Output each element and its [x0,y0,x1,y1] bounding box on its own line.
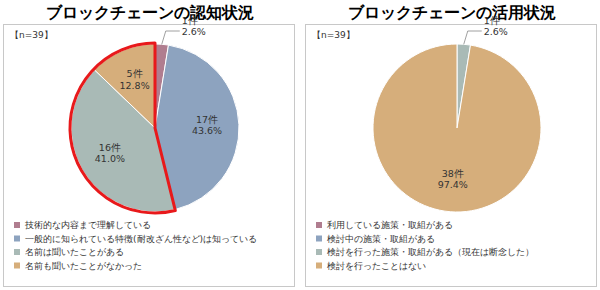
legend-swatch [316,222,322,228]
data-label: 5件12.8% [119,68,149,90]
legend-label: 検討中の施策・取組がある [327,234,435,244]
data-label: 1件2.6% [484,15,508,37]
data-label: 16件41.0% [95,142,125,164]
data-label-count: 5件 [127,68,143,79]
legend-label: 技術的な内容まで理解している [24,220,151,230]
pie: 1件2.6% 17件43.6% 16件41.0% 5件12.8% [70,15,239,213]
legend-label: 名前も聞いたことがなかった [25,261,142,271]
data-label-count: 38件 [442,168,464,179]
legend-item: 利用している施策・取組がある [316,220,453,230]
pie-slice [94,44,155,128]
legend-label: 利用している施策・取組がある [327,220,453,230]
legend-swatch [14,236,20,242]
chart-panel: ブロックチェーンの活用状況【n=39】 1件2.6% 38件97.4% 利用している施… [306,3,597,287]
legend-swatch [316,249,322,255]
legend-swatch [316,263,322,269]
data-label: 38件97.4% [438,168,468,190]
data-label-count: 16件 [99,142,121,153]
leader-line [464,31,482,44]
pie-slice [373,44,541,212]
legend-label: 検討を行ったことはない [327,261,426,271]
legend-swatch [14,263,20,269]
data-label-percent: 43.6% [192,125,222,136]
annotation: 【n=39】 [312,30,355,40]
legend-item: 技術的な内容まで理解している [14,220,151,230]
data-label-count: 17件 [196,114,218,125]
legend: 利用している施策・取組がある検討中の施策・取組がある検討を行った施策・取組がある… [316,220,534,271]
data-label-percent: 97.4% [438,179,468,190]
legend-label: 一般的に知られている特徴(耐改ざん性など)は知っている [25,234,257,244]
legend-item: 一般的に知られている特徴(耐改ざん性など)は知っている [14,234,257,244]
chart-panel: ブロックチェーンの認知状況【n=39】 1件2.6% 17件43.6% 16件41.0… [4,3,295,287]
data-label-percent: 41.0% [95,153,125,164]
legend-swatch [14,222,20,228]
legend-label: 検討を行った施策・取組がある（現在は断念した） [327,247,534,257]
highlight-outline [70,43,175,213]
legend-item: 名前は聞いたことがある [14,247,124,257]
legend-swatch [316,236,322,242]
legend: 技術的な内容まで理解している一般的に知られている特徴(耐改ざん性など)は知ってい… [14,220,257,271]
chart-frame [306,25,597,287]
legend-item: 検討中の施策・取組がある [316,234,435,244]
data-label-percent: 12.8% [119,79,149,90]
legend-item: 検討を行ったことはない [316,261,426,271]
pie: 1件2.6% 38件97.4% [373,15,541,212]
data-label-percent: 2.6% [484,26,508,37]
annotation: 【n=39】 [10,30,53,40]
chart-frame [4,25,295,287]
chart-title: ブロックチェーンの認知状況 [46,3,254,22]
data-label-count: 1件 [484,15,500,26]
chart-canvas: ブロックチェーンの認知状況【n=39】1件2.6%17件43.6%16件41.0… [0,0,600,290]
data-label-percent: 2.6% [182,26,206,37]
leader-line [162,31,180,44]
legend-item: 名前も聞いたことがなかった [14,261,142,271]
data-label: 17件43.6% [192,114,222,136]
legend-swatch [14,249,20,255]
legend-label: 名前は聞いたことがある [25,247,124,257]
data-label-count: 1件 [182,15,198,26]
data-label: 1件2.6% [182,15,206,37]
legend-item: 検討を行った施策・取組がある（現在は断念した） [316,247,534,257]
chart-title: ブロックチェーンの活用状況 [348,3,556,22]
